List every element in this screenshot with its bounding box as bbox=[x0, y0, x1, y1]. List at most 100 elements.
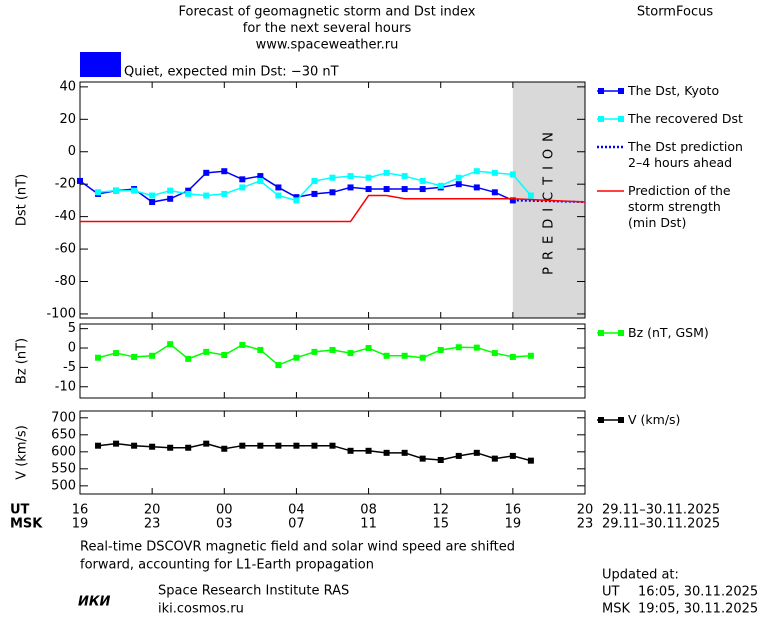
data-point bbox=[239, 184, 246, 191]
data-point bbox=[365, 345, 372, 352]
y-tick-label: 650 bbox=[51, 427, 76, 442]
logo: ИКИ bbox=[78, 595, 111, 610]
y-tick-label: 0 bbox=[68, 144, 76, 159]
data-point bbox=[293, 442, 300, 449]
data-point bbox=[347, 447, 354, 454]
x-tick-label: 19 bbox=[72, 517, 89, 532]
legend-label: The Dst, Kyoto bbox=[628, 83, 720, 98]
data-point bbox=[275, 184, 282, 191]
legend-label: The Dst prediction 2–4 hours ahead bbox=[628, 139, 743, 170]
data-point bbox=[383, 352, 390, 359]
legend-marker bbox=[618, 116, 624, 122]
data-point bbox=[95, 354, 102, 361]
data-point bbox=[293, 354, 300, 361]
data-point bbox=[203, 192, 210, 199]
legend-label: V (km/s) bbox=[628, 412, 681, 427]
x-tick-label: 08 bbox=[360, 503, 377, 518]
data-point bbox=[491, 169, 498, 176]
y-tick-label: -40 bbox=[55, 209, 76, 224]
legend-marker bbox=[598, 330, 604, 336]
y-tick-label: -60 bbox=[55, 242, 76, 257]
data-point bbox=[311, 442, 318, 449]
data-point bbox=[275, 362, 282, 369]
data-point bbox=[275, 442, 282, 449]
data-point bbox=[383, 449, 390, 456]
plot-frame bbox=[79, 81, 586, 319]
institute: Space Research Institute RAS bbox=[158, 584, 349, 599]
x-tick-label: 04 bbox=[288, 503, 305, 518]
data-point bbox=[527, 192, 534, 199]
date-range: 29.11–30.11.2025 bbox=[602, 503, 720, 518]
data-point bbox=[167, 195, 174, 202]
legend-marker bbox=[618, 330, 624, 336]
x-tick-label: 19 bbox=[505, 517, 522, 532]
y-tick-label: 20 bbox=[59, 112, 76, 127]
data-point bbox=[491, 455, 498, 462]
updated-time: 19:05, 30.11.2025 bbox=[638, 602, 758, 617]
data-point bbox=[473, 344, 480, 351]
data-point bbox=[401, 449, 408, 456]
data-point bbox=[311, 190, 318, 197]
x-tick-label: 23 bbox=[144, 517, 161, 532]
data-point bbox=[221, 351, 228, 358]
status-text: Quiet, expected min Dst: −30 nT bbox=[124, 65, 339, 80]
data-point bbox=[203, 440, 210, 447]
data-point bbox=[455, 344, 462, 351]
data-point bbox=[401, 173, 408, 180]
y-tick-label: 5 bbox=[68, 321, 76, 336]
data-point bbox=[257, 442, 264, 449]
data-point bbox=[509, 171, 516, 178]
time-axis-name: MSK bbox=[10, 517, 43, 532]
updated-title: Updated at: bbox=[602, 568, 679, 583]
data-point bbox=[347, 350, 354, 357]
title-line: www.spaceweather.ru bbox=[256, 38, 399, 53]
data-point bbox=[401, 352, 408, 359]
data-point bbox=[149, 192, 156, 199]
legend-marker bbox=[598, 88, 604, 94]
panel: -10 -5 0 5 Bz (nT) bbox=[15, 321, 624, 399]
footnote: Real-time DSCOVR magnetic field and sola… bbox=[80, 540, 515, 555]
y-axis-label: Dst (nT) bbox=[15, 174, 30, 226]
data-point bbox=[293, 194, 300, 201]
data-point bbox=[365, 186, 372, 193]
data-point bbox=[437, 182, 444, 189]
data-point bbox=[419, 186, 426, 193]
data-point bbox=[329, 174, 336, 181]
data-point bbox=[131, 353, 138, 360]
panel: 500 550 600 650 700 V (km/s) bbox=[15, 410, 624, 495]
data-point bbox=[437, 346, 444, 353]
data-point bbox=[365, 174, 372, 181]
data-point bbox=[491, 350, 498, 357]
series-line bbox=[80, 194, 586, 223]
y-tick-label: -5 bbox=[63, 360, 76, 375]
data-point bbox=[419, 354, 426, 361]
data-point bbox=[293, 197, 300, 204]
date-range: 29.11–30.11.2025 bbox=[602, 517, 720, 532]
data-point bbox=[275, 192, 282, 199]
legend-label: The recovered Dst bbox=[628, 111, 743, 126]
data-point bbox=[347, 184, 354, 191]
data-point bbox=[203, 348, 210, 355]
legend-marker bbox=[598, 116, 604, 122]
data-point bbox=[419, 455, 426, 462]
legend-label: Bz (nT, GSM) bbox=[628, 325, 709, 340]
data-point bbox=[473, 184, 480, 191]
x-tick-label: 16 bbox=[72, 503, 89, 518]
data-point bbox=[329, 442, 336, 449]
data-point bbox=[203, 169, 210, 176]
status-swatch bbox=[80, 52, 121, 77]
time-axis-name: UT bbox=[10, 503, 30, 518]
y-tick-label: -10 bbox=[55, 379, 76, 394]
data-point bbox=[95, 442, 102, 449]
data-point bbox=[185, 187, 192, 194]
data-point bbox=[149, 199, 156, 206]
data-point bbox=[455, 452, 462, 459]
data-point bbox=[113, 440, 120, 447]
data-point bbox=[167, 187, 174, 194]
x-tick-label: 20 bbox=[577, 503, 594, 518]
y-tick-label: 550 bbox=[51, 461, 76, 476]
data-point bbox=[113, 350, 120, 357]
updated-label: MSK bbox=[602, 602, 630, 617]
